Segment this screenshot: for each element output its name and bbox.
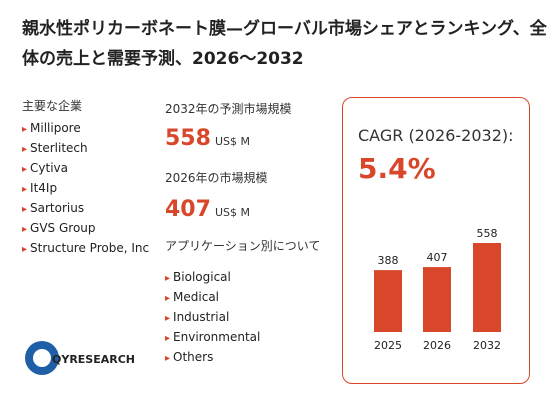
list-item: Structure Probe, Inc xyxy=(22,241,149,255)
x-tick-label: 2026 xyxy=(423,339,451,352)
value-label: 407 xyxy=(427,251,448,264)
list-item: Industrial xyxy=(165,310,229,324)
list-item: Medical xyxy=(165,290,219,304)
forecast: 558 US$ M xyxy=(165,126,250,151)
current: 407 US$ M xyxy=(165,197,250,222)
list-item: Sartorius xyxy=(22,201,84,215)
list-item: Sterlitech xyxy=(22,141,88,155)
x-tick-label: 2032 xyxy=(473,339,501,352)
value-label: 388 xyxy=(378,254,399,267)
title: 親水性ポリカーボネート膜—グローバル市場シェアとランキング、全体の売上と需要予測… xyxy=(22,19,547,69)
applications-heading: アプリケーション別について xyxy=(165,239,321,253)
list-item: It4Ip xyxy=(22,181,57,195)
forecast-value: 558 xyxy=(165,126,211,151)
current-unit: US$ M xyxy=(214,206,250,219)
forecast-unit: US$ M xyxy=(214,135,250,148)
cagr-label: CAGR (2026-2032): xyxy=(358,126,514,145)
logo-icon-inner xyxy=(33,349,51,367)
logo: QYRESEARCH xyxy=(25,341,135,375)
current-value: 407 xyxy=(165,197,211,222)
current-label: 2026年の市場規模 xyxy=(165,171,268,185)
list-item: Cytiva xyxy=(22,161,68,175)
players-heading: 主要な企業 xyxy=(22,99,83,113)
list-item: Environmental xyxy=(165,330,260,344)
bar xyxy=(473,243,501,332)
list-item: Biological xyxy=(165,270,231,284)
bar xyxy=(374,270,402,332)
list-item: Others xyxy=(165,350,213,364)
bar xyxy=(423,267,451,332)
cagr-value: 5.4% xyxy=(358,152,436,185)
logo-text: QYRESEARCH xyxy=(52,353,135,366)
cagr-panel xyxy=(342,97,530,384)
list-item: GVS Group xyxy=(22,221,95,235)
x-tick-label: 2025 xyxy=(374,339,402,352)
value-label: 558 xyxy=(477,227,498,240)
forecast-label: 2032年の予測市場規模 xyxy=(165,102,292,116)
list-item: Millipore xyxy=(22,121,81,135)
